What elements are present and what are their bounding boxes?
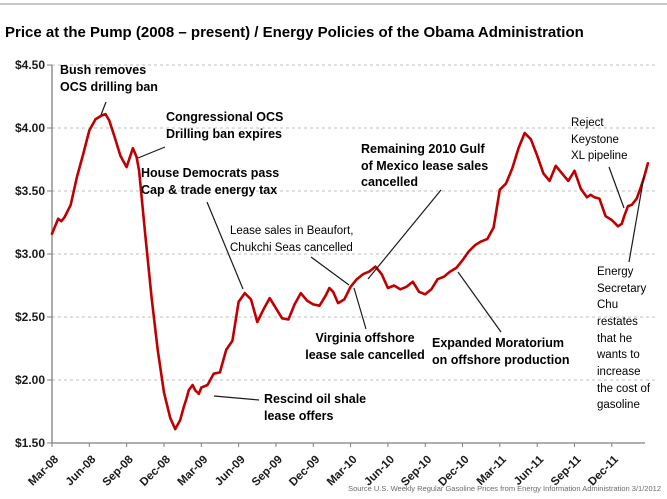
annotation-beaufort-chukchi: Lease sales in Beaufort, Chukchi Seas ca… (230, 225, 354, 254)
annotation-pointer-virginia (353, 287, 367, 330)
y-tick-label: $2.00 (15, 373, 45, 387)
x-tick-label: Dec-08 (138, 453, 174, 489)
annotation-pointer-expanded (457, 271, 502, 333)
y-tick-label: $4.00 (15, 121, 45, 135)
annotation-reject-keystone: Reject Keystone XL pipeline (571, 117, 628, 163)
annotation-pointer-beaufort (310, 256, 350, 286)
annotation-pointer-rescind (213, 395, 260, 401)
price-line (50, 112, 650, 431)
annotation-secretary-chu: Energy Secretary Chu restates that he wa… (597, 266, 651, 412)
annotation-pointer-house (206, 201, 244, 290)
annotation-bush-removes-ocs-ban: Bush removes OCS drilling ban (60, 63, 158, 94)
annotation-pointer-congressional (137, 146, 166, 159)
annotation-virginia-lease: Virginia offshore lease sale cancelled (305, 331, 425, 362)
annotation-expanded-moratorium: Expanded Moratorium on offshore producti… (432, 336, 570, 367)
slide-top-border (0, 3, 667, 5)
x-tick-label: Mar-08 (26, 453, 61, 488)
chart-title: Price at the Pump (2008 – present) / Ene… (5, 24, 584, 41)
annotation-pointer-chu (628, 175, 645, 263)
x-tick-label: Sep-08 (101, 453, 137, 489)
annotation-rescind-oil-shale: Rescind oil shale lease offers (264, 392, 367, 423)
annotation-gulf-lease-sales: Remaining 2010 Gulf of Mexico lease sale… (361, 142, 489, 189)
annotation-cap-and-trade: House Democrats pass Cap & trade energy … (141, 166, 280, 197)
y-tick-label: $3.50 (15, 184, 45, 198)
x-tick-label: Jun-11 (512, 453, 547, 488)
x-tick-label: Jun-08 (64, 453, 99, 488)
x-tick-label: Sep-09 (250, 454, 285, 489)
source-note: Source U.S. Weekly Regular Gasoline Pric… (348, 484, 661, 493)
x-tick-label: Mar-09 (176, 454, 211, 489)
x-tick-label: Mar-11 (475, 453, 510, 488)
y-tick-label: $2.50 (15, 310, 45, 324)
annotation-pointer-keystone (608, 166, 625, 209)
y-tick-label: $1.50 (15, 436, 45, 450)
annotation-pointer-gulf (367, 189, 442, 280)
x-tick-label: Jun-09 (213, 454, 248, 489)
annotation-congressional-ban-expires: Congressional OCS Drilling ban expires (166, 110, 284, 141)
y-tick-label: $3.00 (15, 247, 45, 261)
annotation-pointer-bush (100, 101, 107, 116)
y-tick-label: $4.50 (15, 58, 45, 72)
x-tick-label: Dec-09 (287, 454, 322, 489)
